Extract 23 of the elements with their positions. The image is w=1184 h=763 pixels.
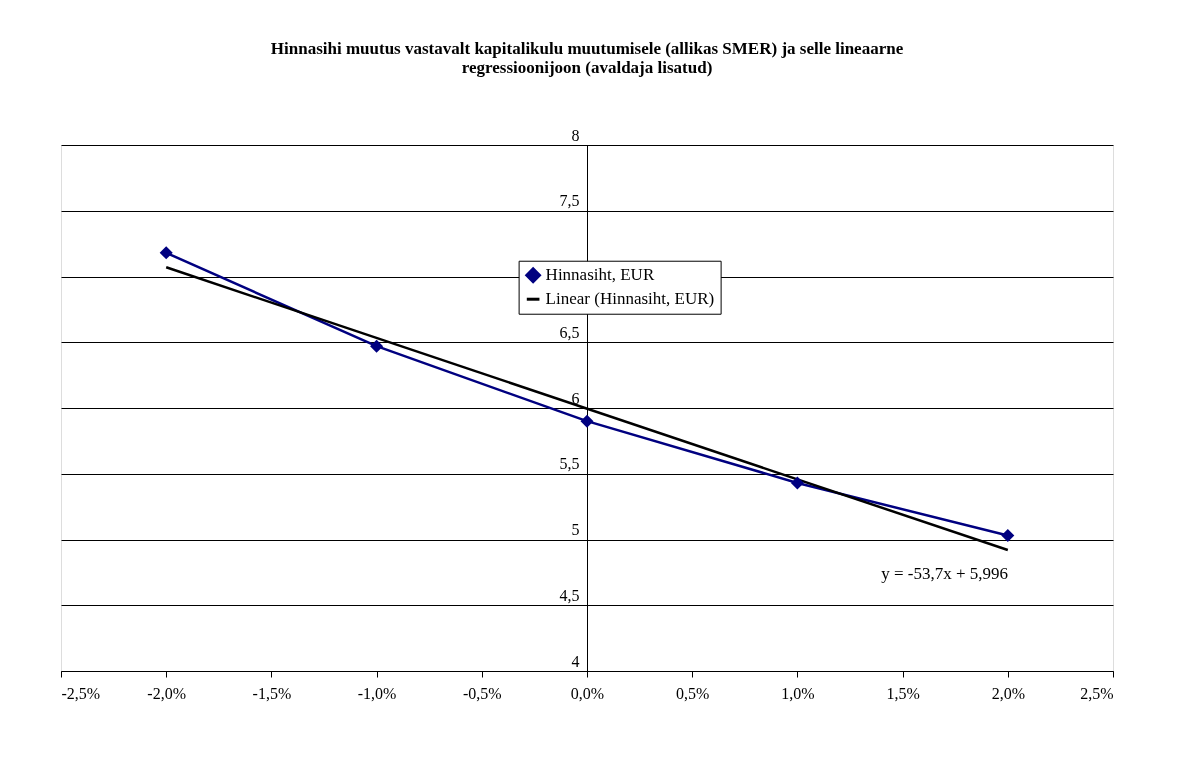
y-tick-label: 4,5 bbox=[559, 586, 580, 604]
legend-label: Linear (Hinnasiht, EUR) bbox=[545, 289, 715, 309]
y-tick-label: 4 bbox=[571, 652, 580, 670]
y-tick-label: 7,5 bbox=[559, 192, 580, 210]
x-tick-label: 2,0% bbox=[991, 684, 1025, 702]
annotation: y = -53,7x + 5,996 bbox=[881, 563, 1009, 583]
y-tick-label: 6,5 bbox=[559, 323, 580, 341]
x-tick-label: -2,0% bbox=[147, 684, 187, 702]
x-tick-label: -1,0% bbox=[357, 684, 397, 702]
y-tick-label: 8 bbox=[571, 126, 580, 144]
y-tick-label: 5,5 bbox=[559, 455, 580, 473]
y-tick-label: 5 bbox=[571, 521, 580, 538]
chart-title: Hinnasihi muutus vastavalt kapitalikulu muutumisele (allikas SMER) ja selle lineaarne regressioonijoon (avaldaja lisatud) bbox=[270, 39, 904, 77]
x-tick-label: 1,0% bbox=[781, 684, 815, 702]
x-tick-label: -0,5% bbox=[462, 684, 502, 702]
x-tick-label: 1,5% bbox=[886, 684, 920, 702]
x-tick-label: -2,5% bbox=[61, 684, 101, 702]
x-tick-label: 0,5% bbox=[676, 684, 710, 702]
legend-label: Hinnasiht, EUR bbox=[545, 265, 655, 285]
y-tick-label: 6 bbox=[571, 389, 580, 407]
x-tick-label: 2,5% bbox=[1080, 684, 1114, 702]
x-tick-label: 0,0% bbox=[570, 684, 605, 702]
x-tick-label: -1,5% bbox=[252, 684, 292, 702]
